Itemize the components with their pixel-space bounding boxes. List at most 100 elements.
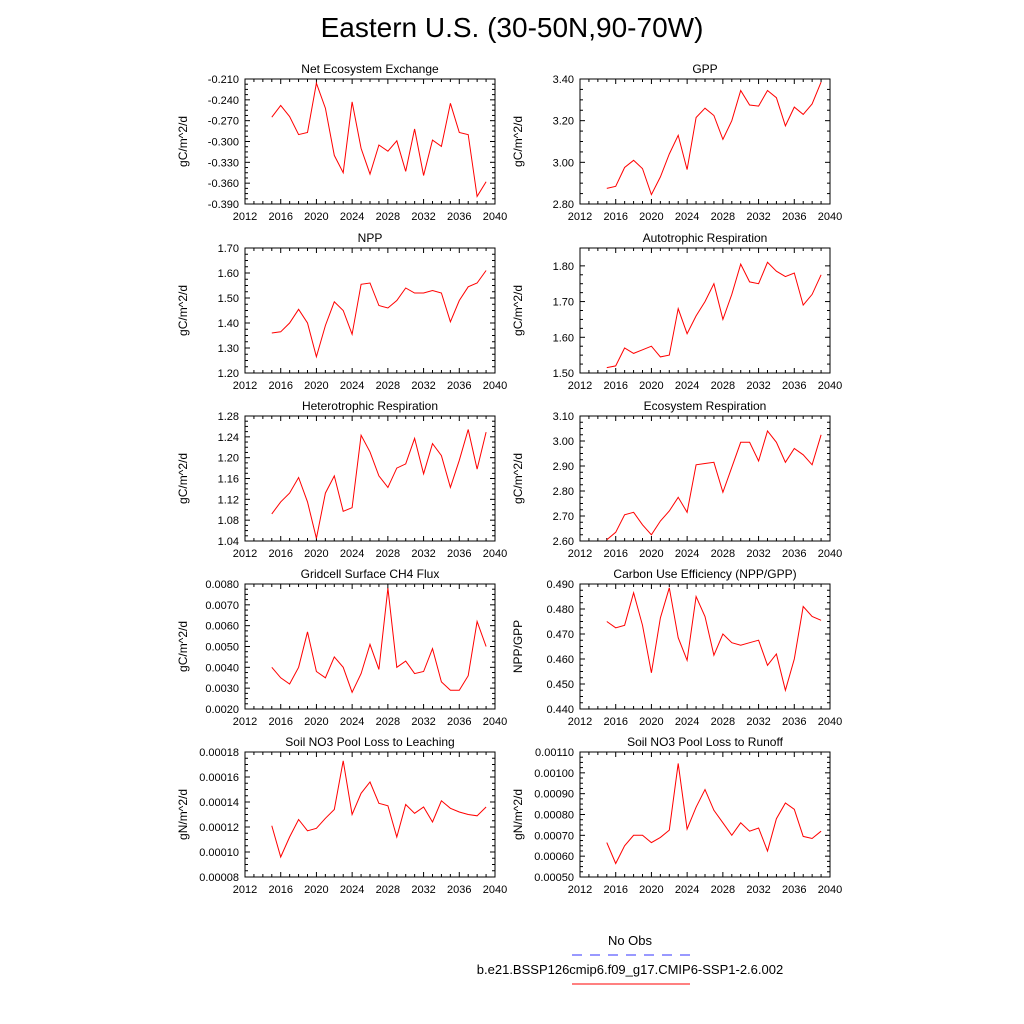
y-tick-label: 1.60: [553, 332, 574, 344]
x-tick-label: 2028: [711, 548, 735, 560]
x-tick-label: 2036: [782, 211, 806, 223]
chart-npp: NPP 2012 2016 2020 2024 2028 2032 2036 2040 1.20 1…: [176, 231, 507, 392]
x-tick-label: 2016: [268, 380, 292, 392]
x-tick-label: 2036: [782, 716, 806, 728]
plot-frame: [244, 415, 496, 542]
x-tick-label: 2012: [568, 380, 592, 392]
x-tick-label: 2020: [639, 548, 663, 560]
x-tick-label: 2020: [639, 211, 663, 223]
y-tick-label: -0.210: [208, 74, 239, 86]
series-line: [606, 587, 822, 693]
plot-frame: [579, 415, 831, 542]
y-tick-label: -0.330: [208, 157, 239, 169]
x-tick-label: 2040: [483, 716, 507, 728]
series-line: [271, 429, 487, 539]
chart-gpp: GPP 2012 2016 2020 2024 2028 2032 2036 2040 2.80 3…: [511, 62, 842, 223]
x-tick-label: 2028: [376, 380, 400, 392]
y-tick-label: 1.60: [218, 268, 239, 280]
series-line: [606, 429, 822, 541]
series-line: [606, 763, 822, 865]
x-tick-label: 2040: [818, 211, 842, 223]
x-tick-label: 2016: [268, 884, 292, 896]
x-tick-label: 2040: [483, 548, 507, 560]
x-tick-label: 2036: [447, 884, 471, 896]
plot-frame: [579, 751, 831, 878]
y-axis-label: NPP/GPP: [511, 620, 525, 673]
x-tick-label: 2036: [447, 380, 471, 392]
y-tick-label: 0.0080: [205, 579, 239, 591]
x-tick-label: 2028: [376, 548, 400, 560]
x-tick-label: 2032: [746, 380, 770, 392]
legend-label-no-obs: No Obs: [607, 933, 653, 948]
y-axis-label: gC/m^2/d: [176, 621, 190, 672]
chart-title: Ecosystem Respiration: [644, 399, 767, 413]
y-tick-label: 0.00060: [534, 851, 574, 863]
y-tick-label: 1.04: [218, 536, 239, 548]
x-tick-label: 2040: [483, 211, 507, 223]
figure-title: Eastern U.S. (30-50N,90-70W): [320, 12, 704, 43]
x-tick-label: 2036: [447, 548, 471, 560]
x-tick-label: 2016: [268, 716, 292, 728]
x-tick-label: 2012: [568, 211, 592, 223]
y-tick-label: -0.360: [208, 178, 239, 190]
x-tick-label: 2016: [268, 548, 292, 560]
x-tick-label: 2024: [340, 380, 364, 392]
y-tick-label: 1.28: [218, 411, 239, 423]
x-tick-label: 2012: [568, 884, 592, 896]
chart-gridcell-surface-ch4-flux: Gridcell Surface CH4 Flux 2012 2016 2020 202…: [176, 567, 507, 728]
x-tick-label: 2020: [304, 884, 328, 896]
x-tick-label: 2024: [340, 548, 364, 560]
y-tick-label: 0.00080: [534, 810, 574, 822]
y-tick-label: -0.300: [208, 137, 239, 149]
y-tick-label: 0.00012: [199, 822, 239, 834]
y-tick-label: 0.0070: [205, 600, 239, 612]
plot-frame: [244, 751, 496, 878]
y-tick-label: 1.70: [553, 297, 574, 309]
x-tick-label: 2020: [639, 716, 663, 728]
y-tick-label: 0.480: [546, 604, 574, 616]
x-tick-label: 2012: [568, 548, 592, 560]
y-tick-label: 2.80: [553, 486, 574, 498]
x-tick-label: 2040: [818, 380, 842, 392]
x-tick-label: 2020: [304, 380, 328, 392]
y-tick-label: 1.30: [218, 343, 239, 355]
plot-frame: [579, 78, 831, 205]
y-tick-label: 0.00010: [199, 847, 239, 859]
x-tick-label: 2036: [782, 548, 806, 560]
x-tick-label: 2040: [818, 548, 842, 560]
y-tick-label: 0.00110: [535, 747, 574, 759]
y-tick-label: 3.00: [553, 436, 574, 448]
chart-title: Carbon Use Efficiency (NPP/GPP): [613, 567, 796, 581]
y-tick-label: 1.16: [218, 474, 239, 486]
y-tick-label: 3.20: [553, 116, 574, 128]
x-tick-label: 2016: [603, 548, 627, 560]
x-tick-label: 2032: [746, 716, 770, 728]
x-tick-label: 2020: [639, 380, 663, 392]
x-tick-label: 2028: [711, 716, 735, 728]
y-tick-label: 0.440: [546, 704, 574, 716]
y-tick-label: 1.12: [218, 494, 239, 506]
y-tick-label: 2.70: [553, 511, 574, 523]
chart-title: Gridcell Surface CH4 Flux: [301, 567, 440, 581]
x-tick-label: 2040: [483, 380, 507, 392]
x-tick-label: 2032: [411, 380, 435, 392]
x-tick-label: 2016: [268, 211, 292, 223]
chart-title: Autotrophic Respiration: [643, 231, 768, 245]
plot-frame: [579, 247, 831, 374]
y-tick-label: 0.490: [546, 579, 574, 591]
x-tick-label: 2024: [340, 884, 364, 896]
x-tick-label: 2020: [304, 548, 328, 560]
series-line: [271, 81, 487, 198]
x-tick-label: 2012: [233, 548, 257, 560]
y-axis-label: gC/m^2/d: [511, 285, 525, 336]
x-tick-label: 2024: [340, 211, 364, 223]
y-tick-label: 0.00070: [534, 830, 574, 842]
y-tick-label: 1.24: [218, 432, 239, 444]
chart-ecosystem-respiration: Ecosystem Respiration 2012 2016 2020 2024 202…: [511, 399, 842, 560]
y-axis-label: gC/m^2/d: [176, 453, 190, 504]
y-axis-label: gC/m^2/d: [176, 285, 190, 336]
y-tick-label: 0.0030: [205, 683, 239, 695]
y-tick-label: 0.00016: [199, 772, 239, 784]
y-tick-label: 0.00050: [534, 872, 574, 884]
